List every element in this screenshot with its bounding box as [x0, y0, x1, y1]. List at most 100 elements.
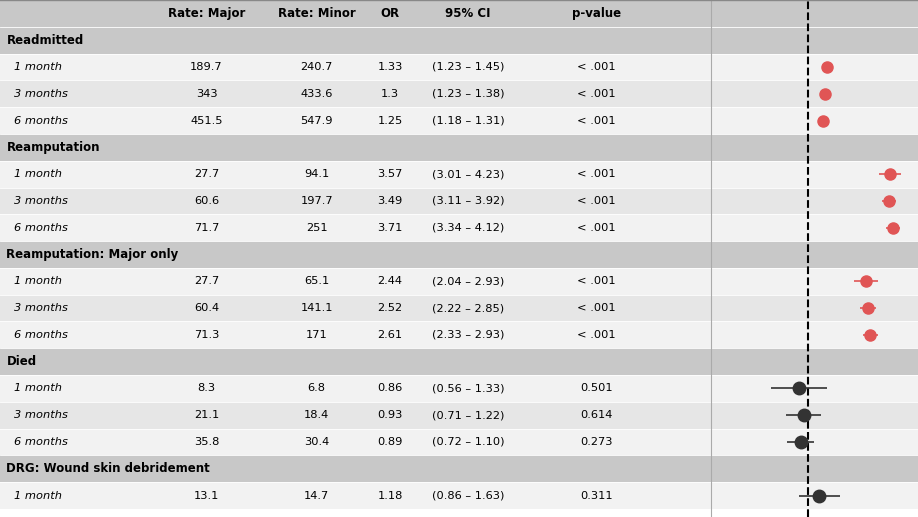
Text: 65.1: 65.1 — [304, 276, 330, 286]
Text: (3.34 – 4.12): (3.34 – 4.12) — [432, 223, 504, 233]
Text: (2.22 – 2.85): (2.22 – 2.85) — [432, 303, 504, 313]
Text: OR: OR — [381, 7, 399, 20]
Text: 0.501: 0.501 — [580, 384, 613, 393]
Text: DRG: Wound skin debridement: DRG: Wound skin debridement — [6, 462, 210, 475]
Text: 0.93: 0.93 — [377, 410, 403, 420]
Text: < .001: < .001 — [577, 330, 616, 340]
Text: (0.86 – 1.63): (0.86 – 1.63) — [432, 491, 504, 500]
Text: < .001: < .001 — [577, 169, 616, 179]
Text: 433.6: 433.6 — [300, 89, 333, 99]
Text: 13.1: 13.1 — [194, 491, 219, 500]
Text: 3 months: 3 months — [14, 303, 68, 313]
Text: Rate: Major: Rate: Major — [168, 7, 245, 20]
Text: < .001: < .001 — [577, 62, 616, 72]
Text: 6 months: 6 months — [14, 223, 68, 233]
Text: 95% CI: 95% CI — [445, 7, 491, 20]
Text: 3.57: 3.57 — [377, 169, 403, 179]
Text: 1 month: 1 month — [14, 62, 62, 72]
Bar — [0, 54, 918, 80]
Text: 8.3: 8.3 — [197, 384, 216, 393]
Text: 60.6: 60.6 — [194, 196, 219, 206]
Text: 30.4: 30.4 — [304, 437, 330, 447]
Bar — [0, 348, 918, 375]
Text: 547.9: 547.9 — [300, 115, 333, 126]
Text: 3 months: 3 months — [14, 410, 68, 420]
Bar — [0, 161, 918, 188]
Text: 251: 251 — [306, 223, 328, 233]
Text: 1.25: 1.25 — [377, 115, 403, 126]
Text: (0.56 – 1.33): (0.56 – 1.33) — [432, 384, 504, 393]
Text: (0.72 – 1.10): (0.72 – 1.10) — [432, 437, 504, 447]
Bar — [0, 241, 918, 268]
Text: (2.04 – 2.93): (2.04 – 2.93) — [432, 276, 504, 286]
Text: (3.11 – 3.92): (3.11 – 3.92) — [432, 196, 504, 206]
Text: 3 months: 3 months — [14, 89, 68, 99]
Text: 2.44: 2.44 — [377, 276, 403, 286]
Text: 451.5: 451.5 — [190, 115, 223, 126]
Text: (2.33 – 2.93): (2.33 – 2.93) — [432, 330, 504, 340]
Text: 1.33: 1.33 — [377, 62, 403, 72]
Text: 6.8: 6.8 — [308, 384, 326, 393]
Bar — [0, 295, 918, 322]
Text: 35.8: 35.8 — [194, 437, 219, 447]
Bar — [0, 80, 918, 107]
Bar — [0, 455, 918, 482]
Bar — [0, 215, 918, 241]
Text: 1.18: 1.18 — [377, 491, 403, 500]
Text: 1 month: 1 month — [14, 384, 62, 393]
Bar — [0, 107, 918, 134]
Text: 27.7: 27.7 — [194, 276, 219, 286]
Text: 2.52: 2.52 — [377, 303, 403, 313]
Text: 1 month: 1 month — [14, 169, 62, 179]
Bar — [0, 482, 918, 509]
Text: 1 month: 1 month — [14, 491, 62, 500]
Text: 3 months: 3 months — [14, 196, 68, 206]
Text: Reamputation: Major only: Reamputation: Major only — [6, 248, 179, 261]
Text: (0.71 – 1.22): (0.71 – 1.22) — [432, 410, 504, 420]
Text: 18.4: 18.4 — [304, 410, 330, 420]
Text: 71.3: 71.3 — [194, 330, 219, 340]
Text: Reamputation: Reamputation — [6, 141, 100, 154]
Text: 6 months: 6 months — [14, 437, 68, 447]
Text: < .001: < .001 — [577, 223, 616, 233]
Bar — [0, 134, 918, 161]
Bar — [0, 322, 918, 348]
Text: p-value: p-value — [572, 7, 621, 20]
Text: (3.01 – 4.23): (3.01 – 4.23) — [432, 169, 504, 179]
Text: (1.23 – 1.38): (1.23 – 1.38) — [432, 89, 504, 99]
Text: Died: Died — [6, 355, 37, 368]
Text: < .001: < .001 — [577, 196, 616, 206]
Text: 171: 171 — [306, 330, 328, 340]
Text: < .001: < .001 — [577, 89, 616, 99]
Text: 71.7: 71.7 — [194, 223, 219, 233]
Text: < .001: < .001 — [577, 303, 616, 313]
Text: 60.4: 60.4 — [194, 303, 219, 313]
Text: 6 months: 6 months — [14, 115, 68, 126]
Text: 3.71: 3.71 — [377, 223, 403, 233]
Text: 3.49: 3.49 — [377, 196, 403, 206]
Text: 197.7: 197.7 — [300, 196, 333, 206]
Bar — [0, 429, 918, 455]
Bar — [0, 27, 918, 54]
Text: 2.61: 2.61 — [377, 330, 403, 340]
Text: 0.86: 0.86 — [377, 384, 403, 393]
Bar — [0, 375, 918, 402]
Text: 6 months: 6 months — [14, 330, 68, 340]
Text: (1.18 – 1.31): (1.18 – 1.31) — [431, 115, 505, 126]
Text: 343: 343 — [196, 89, 218, 99]
Text: Readmitted: Readmitted — [6, 34, 84, 47]
Text: (1.23 – 1.45): (1.23 – 1.45) — [432, 62, 504, 72]
Text: 94.1: 94.1 — [304, 169, 330, 179]
Text: 1 month: 1 month — [14, 276, 62, 286]
Text: 1.3: 1.3 — [381, 89, 399, 99]
Bar — [0, 188, 918, 215]
Bar — [0, 0, 918, 27]
Text: 0.89: 0.89 — [377, 437, 403, 447]
Text: 141.1: 141.1 — [300, 303, 333, 313]
Text: < .001: < .001 — [577, 115, 616, 126]
Text: 14.7: 14.7 — [304, 491, 330, 500]
Text: 0.273: 0.273 — [580, 437, 613, 447]
Text: 0.311: 0.311 — [580, 491, 613, 500]
Text: 0.614: 0.614 — [580, 410, 613, 420]
Text: 189.7: 189.7 — [190, 62, 223, 72]
